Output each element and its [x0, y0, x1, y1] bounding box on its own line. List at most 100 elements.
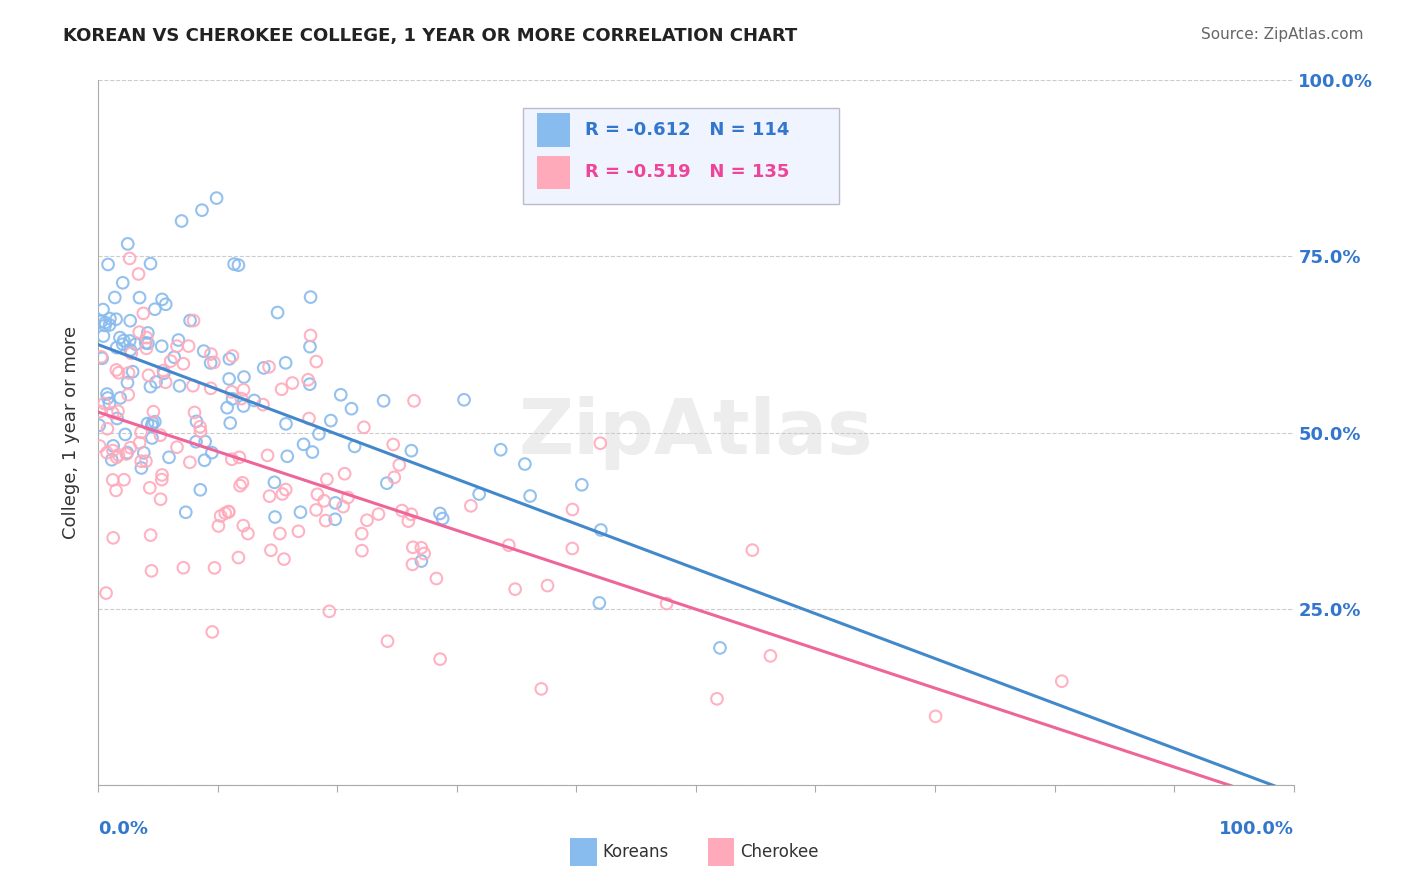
Point [97, 391, 120, 405]
Point [89, 439, 111, 453]
Point [319, 413, 342, 427]
Point [132, 306, 155, 320]
Point [139, 257, 162, 271]
Bar [537, 112, 571, 146]
Point [257, 359, 280, 374]
Point [259, 489, 281, 503]
Point [107, 404, 129, 418]
Point [315, 472, 337, 486]
Point [460, 499, 482, 513]
Point [332, 500, 354, 514]
Point [489, 442, 512, 457]
Point [325, 496, 347, 510]
Point [94, 316, 117, 330]
Point [105, 411, 128, 425]
Point [209, 508, 232, 523]
Point [219, 416, 242, 430]
Point [214, 506, 236, 520]
Point [172, 357, 194, 371]
Point [221, 392, 243, 406]
Point [166, 339, 188, 353]
Point [91, 302, 114, 317]
Point [741, 543, 763, 558]
Point [155, 376, 177, 390]
Point [143, 302, 166, 317]
Point [190, 425, 212, 439]
Point [207, 519, 229, 533]
Point [129, 454, 152, 468]
Point [142, 405, 165, 419]
Point [101, 406, 124, 420]
Point [411, 541, 433, 555]
Point [513, 457, 536, 471]
Point [253, 360, 276, 375]
Point [232, 518, 254, 533]
Point [204, 561, 226, 575]
Point [120, 346, 142, 360]
Point [231, 475, 253, 490]
Point [298, 411, 321, 425]
Text: R = -0.519   N = 135: R = -0.519 N = 135 [585, 163, 789, 181]
Point [105, 483, 128, 498]
Point [188, 483, 211, 497]
Point [232, 399, 254, 413]
Point [269, 526, 291, 541]
Point [105, 363, 128, 377]
Point [343, 439, 366, 453]
Point [112, 473, 135, 487]
Point [276, 450, 298, 464]
Point [388, 458, 411, 472]
Point [281, 376, 304, 390]
Point [314, 493, 336, 508]
Point [145, 375, 167, 389]
Point [202, 355, 225, 369]
Point [93, 329, 115, 343]
Point [218, 372, 240, 386]
Point [350, 543, 373, 558]
Point [401, 558, 423, 572]
Point [323, 512, 346, 526]
Point [114, 427, 136, 442]
Point [200, 347, 222, 361]
Point [377, 634, 399, 648]
Point [135, 342, 157, 356]
Point [340, 401, 363, 416]
Point [117, 366, 139, 380]
Point [589, 523, 612, 537]
Point [149, 492, 172, 507]
Point [101, 473, 124, 487]
Point [167, 333, 190, 347]
Text: KOREAN VS CHEROKEE COLLEGE, 1 YEAR OR MORE CORRELATION CHART: KOREAN VS CHEROKEE COLLEGE, 1 YEAR OR MO… [63, 27, 797, 45]
Point [263, 475, 285, 490]
Point [561, 502, 583, 516]
Point [336, 491, 359, 505]
Point [228, 450, 250, 465]
Point [120, 441, 142, 455]
Point [468, 487, 491, 501]
Point [266, 305, 288, 319]
Point [201, 624, 224, 639]
Point [107, 448, 129, 462]
Point [111, 276, 134, 290]
Point [307, 487, 329, 501]
Point [231, 392, 253, 406]
Point [89, 418, 111, 433]
Point [205, 191, 228, 205]
Point [131, 461, 153, 475]
Point [228, 550, 250, 565]
Point [136, 336, 159, 351]
Point [183, 313, 205, 327]
Point [139, 481, 162, 495]
Point [120, 343, 142, 357]
Point [141, 416, 163, 430]
Point [105, 341, 128, 355]
Point [117, 376, 139, 390]
Point [104, 290, 127, 304]
Point [588, 596, 610, 610]
Point [179, 455, 201, 469]
Point [141, 431, 163, 445]
Point [184, 434, 207, 449]
Y-axis label: College, 1 year or more: College, 1 year or more [62, 326, 80, 539]
Point [118, 334, 141, 348]
Point [101, 531, 124, 545]
